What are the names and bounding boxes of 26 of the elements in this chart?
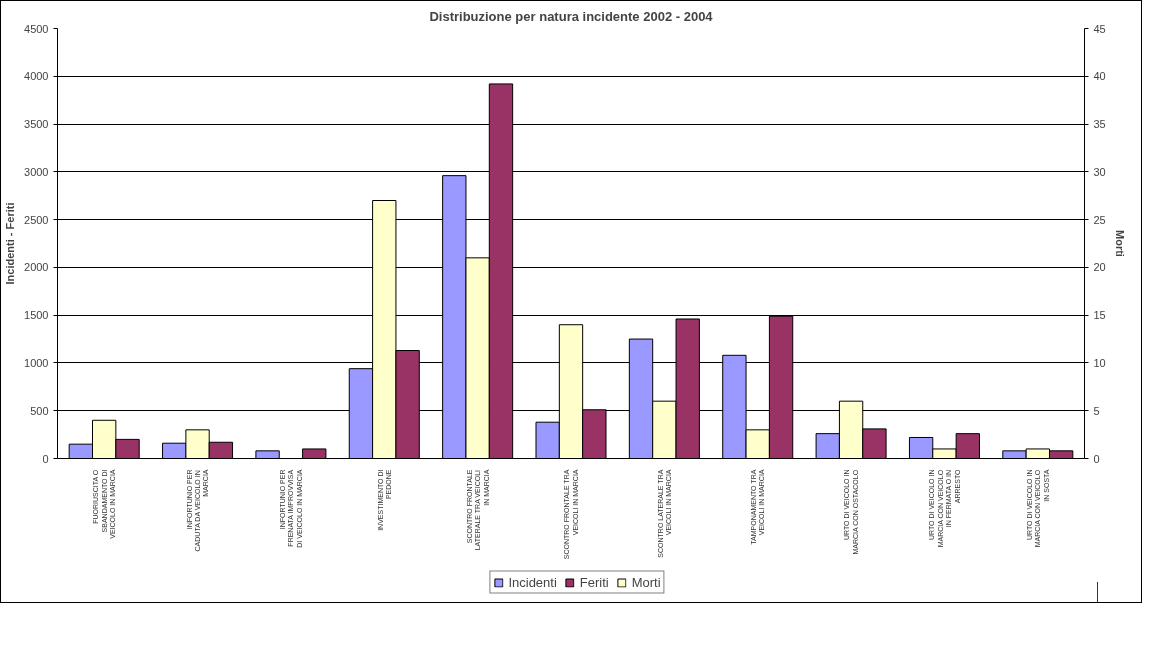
- chart-title: Distribuzione per natura incidente 2002 - 2004: [429, 8, 714, 24]
- y-tick-label: 2500: [24, 213, 49, 226]
- y2-axis-title: Morti: [1113, 230, 1126, 257]
- y2-tick-label: 45: [1093, 22, 1106, 35]
- legend-label: Morti: [631, 574, 661, 590]
- y-tick-label: 2000: [24, 261, 49, 274]
- y-tick-label: 4500: [24, 22, 49, 35]
- y2-tick-label: 20: [1093, 261, 1106, 274]
- y-axis-title: Incidenti - Feriti: [4, 202, 17, 285]
- y2-tick-label: 15: [1093, 309, 1106, 322]
- y-tick-label: 1000: [24, 356, 49, 369]
- y2-tick-label: 30: [1093, 165, 1106, 178]
- y2-tick-label: 25: [1093, 213, 1106, 226]
- y2-tick-label: 5: [1093, 404, 1100, 417]
- legend-label: Incidenti: [508, 574, 557, 590]
- y2-tick-label: 40: [1093, 70, 1106, 83]
- y2-tick-label: 0: [1093, 452, 1100, 465]
- y-tick-label: 4000: [24, 70, 49, 83]
- y-tick-label: 0: [42, 452, 49, 465]
- y2-tick-label: 35: [1093, 118, 1106, 131]
- y-tick-label: 500: [30, 404, 49, 417]
- y-tick-label: 3000: [24, 165, 49, 178]
- legend-label: Feriti: [579, 574, 609, 590]
- y2-tick-label: 10: [1093, 356, 1106, 369]
- y-tick-label: 3500: [24, 118, 49, 131]
- y-tick-label: 1500: [24, 309, 49, 322]
